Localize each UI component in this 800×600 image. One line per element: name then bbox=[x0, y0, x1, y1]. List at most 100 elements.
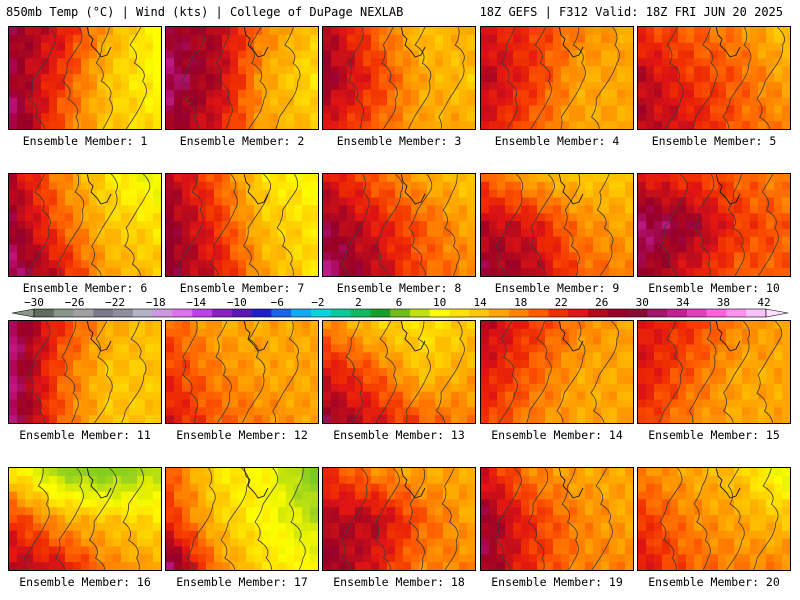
temperature-cell bbox=[467, 121, 475, 129]
temperature-cell bbox=[403, 538, 412, 548]
temperature-cell bbox=[766, 407, 775, 416]
temperature-cell bbox=[609, 66, 618, 75]
temperature-cell bbox=[427, 407, 436, 416]
temperature-cell bbox=[339, 336, 348, 346]
temperature-cell bbox=[145, 113, 154, 122]
temperature-cell bbox=[166, 81, 175, 91]
temperature-cell bbox=[758, 181, 767, 191]
temperature-cell bbox=[294, 236, 303, 246]
temperature-cell bbox=[294, 42, 303, 52]
temperature-cell bbox=[395, 228, 404, 238]
temperature-cell bbox=[166, 415, 175, 423]
height-contour-line bbox=[275, 27, 301, 129]
temperature-cell bbox=[443, 244, 452, 254]
temperature-cell bbox=[529, 74, 538, 83]
temperature-cell bbox=[467, 538, 475, 548]
temperature-cell bbox=[254, 34, 263, 44]
temperature-cell bbox=[702, 399, 711, 408]
temperature-cell bbox=[270, 336, 279, 346]
temperature-cell bbox=[270, 27, 279, 36]
temperature-cell bbox=[25, 189, 34, 199]
temperature-cell bbox=[553, 105, 562, 114]
temperature-cell bbox=[286, 344, 295, 353]
temperature-cell bbox=[774, 391, 783, 401]
temperature-cell bbox=[49, 483, 58, 493]
temperature-cell bbox=[65, 522, 74, 532]
temperature-cell bbox=[419, 383, 428, 393]
temperature-cell bbox=[310, 244, 318, 254]
temperature-cell bbox=[113, 97, 122, 107]
temperature-cell bbox=[529, 174, 538, 183]
temperature-cell bbox=[459, 252, 468, 261]
temperature-cell bbox=[537, 27, 546, 36]
temperature-cell bbox=[774, 205, 783, 214]
temperature-cell bbox=[617, 360, 626, 369]
temperature-cell bbox=[17, 236, 26, 246]
temperature-cell bbox=[286, 121, 295, 129]
temperature-cell bbox=[254, 81, 263, 91]
temperature-cell bbox=[363, 546, 372, 555]
temperature-cell bbox=[646, 352, 655, 361]
temperature-cell bbox=[443, 336, 452, 346]
temperature-cell bbox=[278, 74, 287, 83]
temperature-cell bbox=[609, 197, 618, 206]
temperature-cell bbox=[262, 121, 271, 129]
temperature-cell bbox=[97, 375, 106, 385]
temperature-cell bbox=[601, 344, 610, 353]
temperature-cell bbox=[286, 58, 295, 67]
temperature-cell bbox=[553, 507, 562, 516]
temperature-cell bbox=[105, 50, 114, 59]
temperature-cell bbox=[505, 205, 514, 214]
temperature-cell bbox=[593, 50, 602, 59]
temperature-cell bbox=[339, 522, 348, 532]
temperature-cell bbox=[467, 58, 475, 67]
temperature-cell bbox=[198, 89, 207, 99]
temperature-cell bbox=[9, 197, 18, 206]
temperature-cell bbox=[206, 344, 215, 353]
temperature-cell bbox=[694, 197, 703, 206]
temperature-cell bbox=[710, 375, 719, 385]
temperature-cell bbox=[310, 97, 318, 107]
temperature-cell bbox=[73, 515, 82, 524]
temperature-cell bbox=[323, 66, 332, 75]
temperature-cell bbox=[593, 66, 602, 75]
temperature-cell bbox=[286, 383, 295, 393]
temperature-cell bbox=[113, 562, 122, 570]
temperature-cell bbox=[81, 27, 90, 36]
temperature-cell bbox=[9, 34, 18, 44]
temperature-cell bbox=[513, 205, 522, 214]
temperature-cell bbox=[214, 268, 223, 276]
temperature-cell bbox=[545, 81, 554, 91]
temperature-cell bbox=[105, 121, 114, 129]
temperature-cell bbox=[467, 189, 475, 199]
height-contour-line bbox=[215, 321, 232, 423]
temperature-cell bbox=[222, 407, 231, 416]
temperature-cell bbox=[9, 530, 18, 540]
temperature-cell bbox=[25, 352, 34, 361]
temperature-cell bbox=[561, 562, 570, 570]
temperature-cell bbox=[57, 515, 66, 524]
temperature-cell bbox=[113, 321, 122, 330]
temperature-cell bbox=[686, 205, 695, 214]
temperature-cell bbox=[73, 221, 82, 230]
temperature-cell bbox=[419, 97, 428, 107]
temperature-cell bbox=[537, 383, 546, 393]
temperature-cell bbox=[339, 197, 348, 206]
temperature-cell bbox=[726, 321, 735, 330]
temperature-cell bbox=[331, 74, 340, 83]
temperature-cell bbox=[190, 415, 199, 423]
ensemble-map-panel bbox=[322, 467, 476, 571]
temperature-cell bbox=[65, 105, 74, 114]
coastline bbox=[86, 27, 112, 58]
temperature-cell bbox=[246, 197, 255, 206]
temperature-cell bbox=[371, 42, 380, 52]
temperature-cell bbox=[65, 66, 74, 75]
temperature-cell bbox=[33, 344, 42, 353]
temperature-cell bbox=[246, 522, 255, 532]
temperature-cell bbox=[662, 174, 671, 183]
temperature-cell bbox=[198, 174, 207, 183]
temperature-cell bbox=[710, 383, 719, 393]
temperature-cell bbox=[270, 562, 279, 570]
temperature-cell bbox=[81, 415, 90, 423]
temperature-cell bbox=[355, 252, 364, 261]
